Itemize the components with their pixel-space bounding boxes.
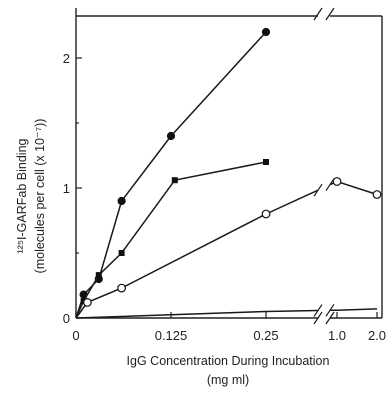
x-tick-label: 0.25 <box>253 328 278 343</box>
series-break-mark <box>325 178 335 192</box>
data-point <box>166 131 176 141</box>
y-tick-label: 1 <box>63 181 70 196</box>
series-filled-circle <box>75 27 271 319</box>
data-point <box>171 177 178 184</box>
top-frame-break-mark <box>325 7 335 21</box>
data-point <box>117 196 126 206</box>
y-axis: 0 1 2 <box>63 8 82 326</box>
top-frame-break-mark <box>313 7 323 21</box>
data-point <box>332 177 342 186</box>
series-line <box>75 189 319 319</box>
x-axis-title-line1: IgG Concentration During Incubation <box>127 354 330 368</box>
series-break-mark <box>325 303 335 317</box>
series-filled-square <box>75 159 269 319</box>
data-point <box>117 283 126 293</box>
y-tick-label: 2 <box>63 51 70 66</box>
x-tick-label: 1.0 <box>328 328 346 343</box>
data-point <box>118 250 125 256</box>
y-axis-title-line2: (molecules per cell (x 10⁻⁷)) <box>33 119 47 274</box>
series-layer <box>75 27 382 319</box>
x-axis-break-mark <box>325 311 335 325</box>
x-tick-label: 0.125 <box>155 328 188 343</box>
x-axis-break-mark <box>313 311 323 325</box>
x-tick-label: 0 <box>72 328 79 343</box>
x-tick-label: 2.0 <box>368 328 386 343</box>
y-tick-label: 0 <box>63 311 70 326</box>
x-axis-title-line2: (mg ml) <box>207 373 249 387</box>
x-axis: 0 0.125 0.25 1.0 2.0 <box>72 7 386 343</box>
series-line <box>75 31 267 319</box>
series-line <box>75 309 319 319</box>
data-point <box>261 27 271 37</box>
data-point <box>261 209 271 219</box>
data-point <box>82 298 92 307</box>
series-break-mark <box>313 183 323 197</box>
series-open-circle <box>75 177 382 319</box>
data-point <box>372 190 382 199</box>
data-point <box>263 159 269 165</box>
series-none <box>75 303 378 319</box>
y-axis-title-line1: ¹²⁵I-GARFab Binding <box>15 138 29 253</box>
data-point <box>95 272 102 279</box>
series-line <box>329 308 378 312</box>
